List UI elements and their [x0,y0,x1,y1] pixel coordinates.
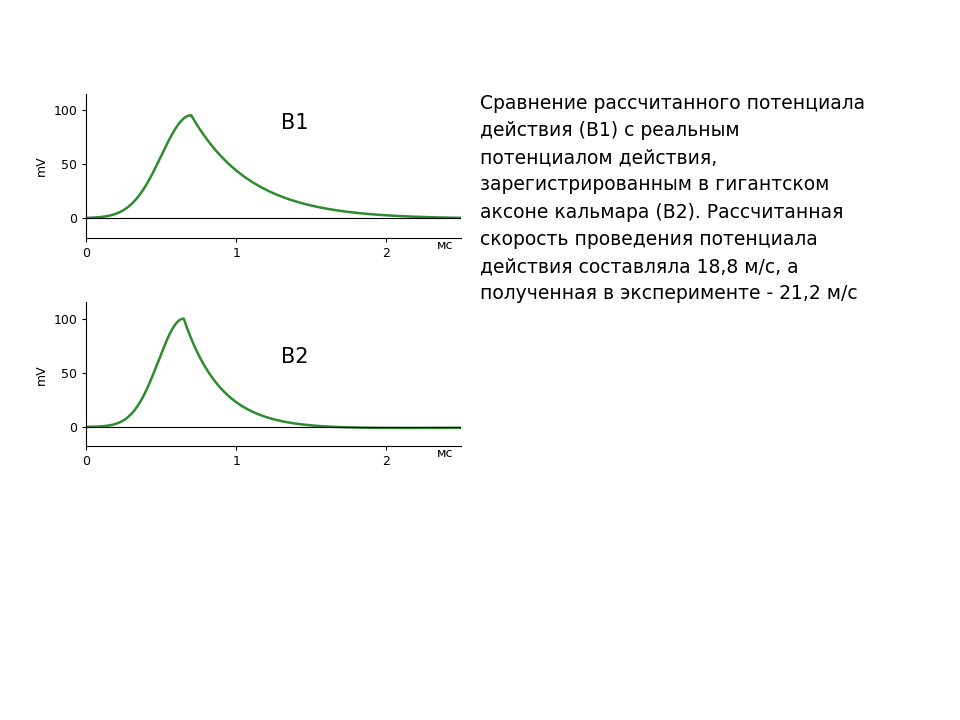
Text: мс: мс [437,238,453,251]
Y-axis label: mV: mV [35,156,48,176]
Text: B1: B1 [281,113,308,132]
Text: Сравнение рассчитанного потенциала
действия (B1) с реальным
потенциалом действия: Сравнение рассчитанного потенциала дейст… [480,94,865,303]
Y-axis label: mV: mV [35,364,48,384]
Text: мс: мс [437,447,453,460]
Text: B2: B2 [281,346,308,366]
